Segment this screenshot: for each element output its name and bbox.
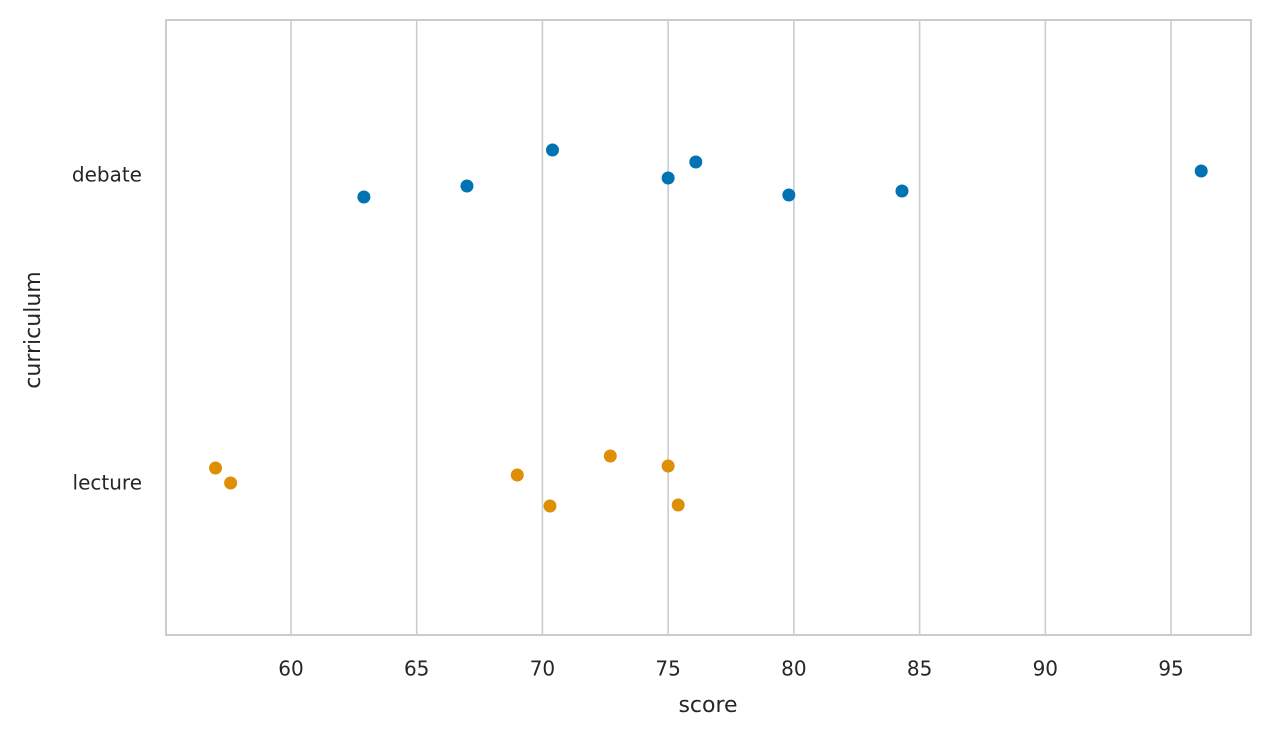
point (545, 143, 559, 157)
x-tick-label: 95 (1158, 657, 1183, 681)
point (603, 449, 617, 463)
point (661, 171, 675, 185)
point (209, 461, 223, 475)
point (460, 179, 474, 193)
x-tick-label: 60 (278, 657, 303, 681)
x-tick-label: 85 (907, 657, 932, 681)
point (1194, 164, 1208, 178)
point (543, 499, 557, 513)
x-tick-label: 65 (404, 657, 429, 681)
x-tick-label: 70 (530, 657, 555, 681)
y-tick-label: debate (72, 163, 142, 187)
point (782, 188, 796, 202)
y-tick-label: lecture (73, 471, 142, 495)
point (357, 190, 371, 204)
y-axis-label: curriculum (21, 271, 46, 388)
point (689, 155, 703, 169)
point (661, 459, 675, 473)
plot-frame (165, 19, 1252, 636)
x-tick-label: 75 (655, 657, 680, 681)
point (510, 468, 524, 482)
x-axis-label: score (678, 693, 737, 718)
x-tick-label: 90 (1033, 657, 1058, 681)
point (895, 184, 909, 198)
x-tick-label: 80 (781, 657, 806, 681)
point (224, 476, 238, 490)
point (671, 498, 685, 512)
